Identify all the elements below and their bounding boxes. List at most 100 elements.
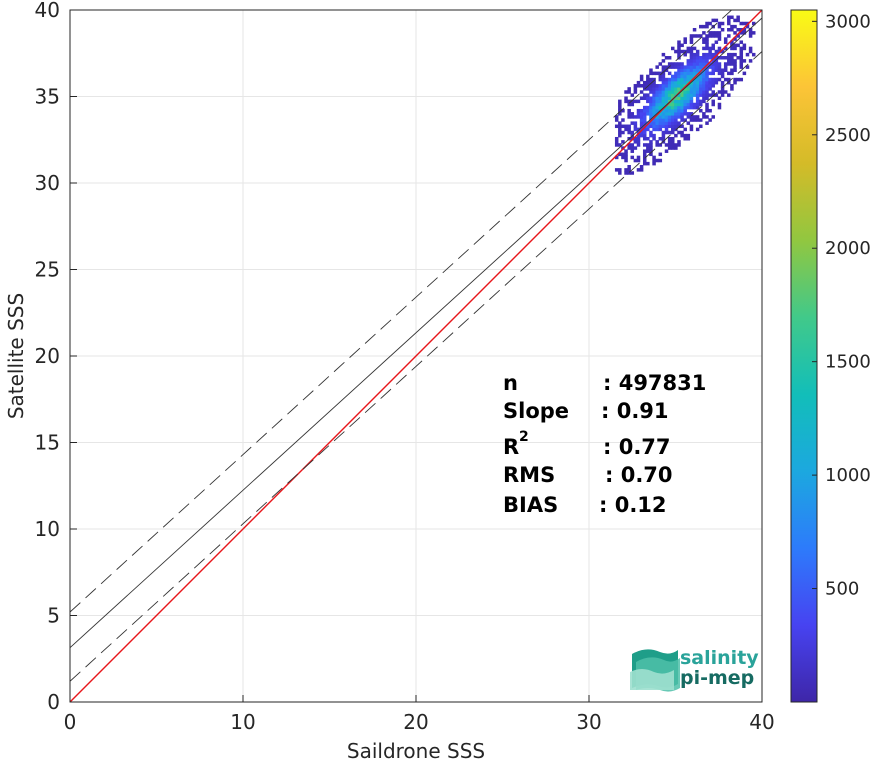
density-cell [689, 68, 694, 72]
density-cell [680, 68, 684, 72]
density-cell [652, 136, 656, 141]
density-cell [708, 34, 712, 38]
density-cell [677, 77, 681, 82]
density-cell [686, 74, 691, 79]
density-cell [702, 37, 706, 41]
density-cell [695, 105, 700, 110]
density-cell [680, 112, 684, 116]
density-cell [636, 155, 641, 160]
density-cell [733, 65, 737, 69]
density-cell [677, 87, 681, 91]
density-cell [636, 168, 641, 172]
density-cell [671, 136, 675, 141]
density-cell [627, 127, 631, 132]
density-cell [705, 115, 709, 119]
density-cell [720, 90, 725, 94]
density-cell [711, 31, 715, 35]
density-cell [723, 90, 728, 94]
density-cell [680, 74, 684, 79]
y-tick-label: 40 [35, 0, 60, 22]
density-cell [646, 108, 650, 113]
density-cell [689, 115, 694, 119]
density-cell [705, 90, 709, 94]
density-cell [627, 99, 631, 104]
density-cell [658, 112, 663, 116]
density-cell [714, 65, 719, 69]
density-cell [702, 40, 706, 44]
density-cell [714, 56, 719, 60]
density-cell [680, 118, 684, 122]
density-cell [730, 46, 734, 51]
density-cell [652, 77, 656, 82]
density-cell [733, 31, 737, 35]
density-cell [671, 46, 675, 51]
density-cell [699, 99, 703, 104]
density-cell [646, 93, 650, 97]
density-cell [667, 84, 672, 88]
density-cell [661, 90, 666, 94]
density-cell [683, 99, 687, 104]
density-cell [683, 40, 687, 44]
density-cell [664, 121, 669, 125]
density-cell [627, 168, 631, 172]
density-cell [736, 18, 740, 23]
stat-r2-value: : 0.77 [603, 435, 671, 459]
density-cell [658, 152, 663, 157]
line-identity [70, 10, 762, 702]
density-cell [646, 77, 650, 82]
density-cell [686, 46, 691, 51]
colorbar-tick-label: 500 [825, 579, 859, 600]
density-cell [671, 143, 675, 147]
stat-r2-sup: 2 [519, 429, 529, 445]
density-cell [730, 71, 734, 76]
density-cell [671, 118, 675, 122]
density-cell [708, 80, 712, 85]
density-cell [649, 99, 653, 104]
density-cell [677, 49, 681, 54]
density-cell [674, 49, 678, 54]
density-cell [639, 168, 644, 172]
density-cell [677, 43, 681, 48]
density-cell [702, 87, 706, 91]
density-cell [661, 96, 666, 101]
density-cell [727, 15, 731, 20]
density-cell [652, 93, 656, 97]
density-cell [646, 161, 650, 166]
density-cell [727, 21, 731, 26]
density-cell [686, 99, 691, 104]
density-cell [739, 56, 744, 60]
density-cell [727, 18, 731, 23]
density-cell [730, 15, 734, 20]
density-cell [708, 52, 712, 57]
density-cell [664, 77, 669, 82]
density-cell [652, 96, 656, 101]
density-cell [692, 90, 697, 94]
density-cell [674, 80, 678, 85]
density-cell [649, 87, 653, 91]
density-cell [708, 65, 712, 69]
density-cell [627, 90, 631, 94]
density-heatmap [614, 15, 756, 175]
density-cell [664, 93, 669, 97]
density-cell [655, 124, 659, 129]
density-cell [674, 84, 678, 88]
density-cell [618, 105, 622, 110]
density-cell [671, 127, 675, 132]
line-fit-upper [70, 10, 733, 613]
density-cell [614, 124, 619, 129]
density-cell [689, 59, 694, 63]
density-cell [708, 21, 712, 26]
density-cell [683, 93, 687, 97]
density-cell [692, 34, 697, 38]
density-cell [680, 96, 684, 101]
density-cell [658, 127, 663, 132]
density-cell [674, 105, 678, 110]
density-cell [680, 77, 684, 82]
density-cell [614, 143, 619, 147]
density-cell [695, 68, 700, 72]
density-cell [642, 118, 647, 122]
density-cell [633, 127, 638, 132]
density-cell [636, 158, 641, 163]
density-cell [730, 56, 734, 60]
density-cell [639, 165, 644, 169]
